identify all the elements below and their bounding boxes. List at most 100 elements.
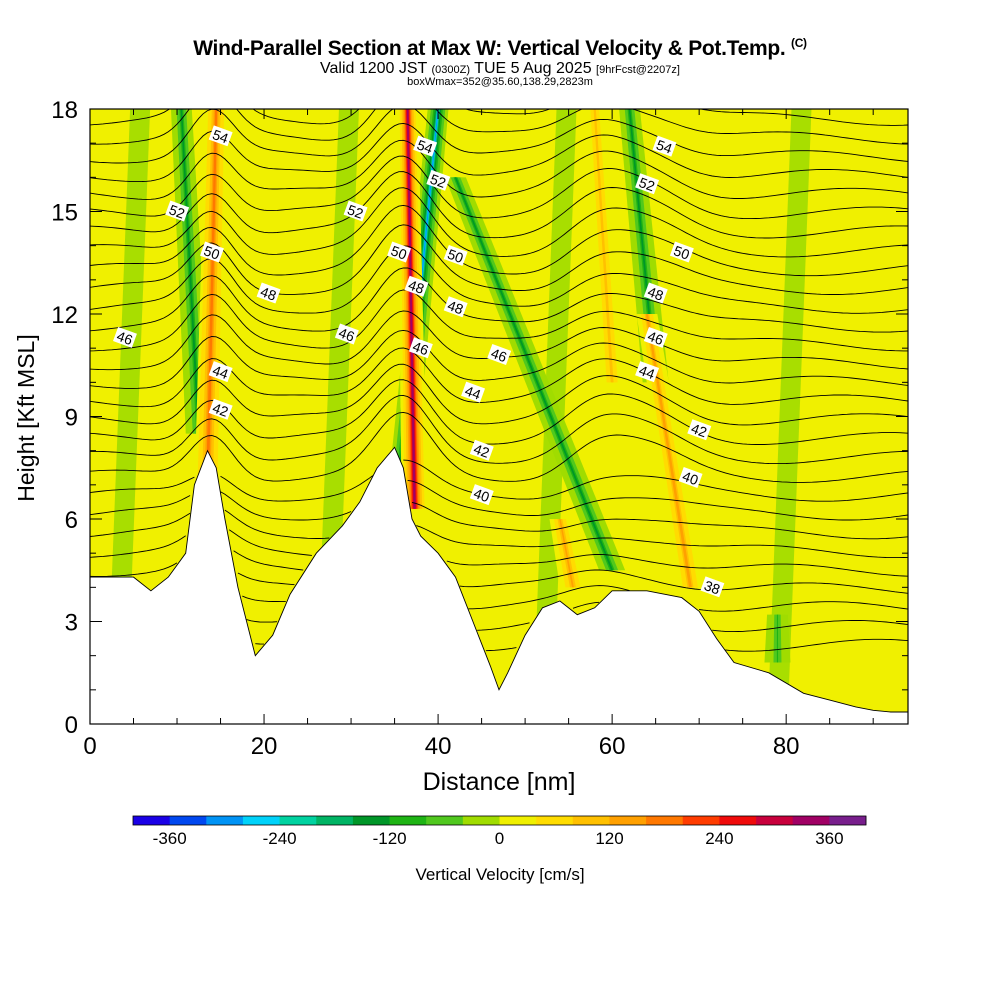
isentrope-label: 42	[687, 419, 712, 440]
isentrope-line	[90, 171, 908, 239]
forecast-info: [9hrFcst@2207z]	[596, 64, 680, 76]
colorbar-swatch	[756, 816, 794, 825]
isentrope-label-text: 42	[210, 400, 230, 420]
isentrope-label-text: 52	[345, 201, 365, 221]
isentrope-line	[237, 569, 908, 594]
isentrope-label: 52	[426, 169, 451, 191]
isentrope-line	[90, 525, 908, 559]
isentrope-label-text: 46	[115, 328, 135, 348]
isentrope-label-text: 48	[445, 297, 465, 317]
field-band	[706, 109, 751, 724]
isentrope-label-text: 54	[210, 126, 230, 146]
chart-title: Wind-Parallel Section at Max W: Vertical…	[0, 36, 1000, 61]
isentrope-label: 38	[700, 576, 725, 598]
colorbar-swatch	[609, 816, 647, 825]
isentrope-label: 52	[165, 200, 190, 222]
isentrope-line	[90, 204, 908, 277]
colorbar-swatch	[536, 816, 574, 825]
terrain-mask	[89, 446, 909, 725]
updraft-core	[646, 314, 692, 588]
valid-prefix: Valid 1200 JST	[320, 60, 428, 77]
isentrope-label-text: 48	[258, 283, 278, 303]
colorbar-swatch	[133, 816, 171, 825]
isentrope-label: 46	[487, 344, 512, 365]
isentrope-label: 52	[635, 173, 660, 194]
colorbar-swatch	[206, 816, 244, 825]
isentrope-line	[90, 109, 908, 164]
isentrope-line	[90, 109, 908, 145]
y-tick-label: 12	[51, 302, 78, 329]
colorbar-swatch	[242, 816, 280, 825]
updraft-core	[206, 109, 217, 485]
isentrope-label: 46	[408, 337, 433, 358]
isentrope-label-text: 50	[202, 242, 222, 262]
isentrope-label-text: 42	[689, 420, 709, 440]
colorbar-tick-label: -360	[153, 829, 187, 848]
isentrope-label: 46	[113, 326, 137, 348]
isentrope-label-text: 44	[463, 382, 483, 402]
valid-utc: (0300Z)	[431, 64, 471, 76]
isentrope-label: 54	[208, 125, 233, 147]
isentrope-line	[90, 329, 908, 389]
x-tick-label: 80	[773, 733, 800, 760]
isentrope-label: 42	[208, 398, 233, 420]
colorbar-swatch	[646, 816, 684, 825]
isentrope-line	[90, 501, 908, 540]
isentrope-line	[255, 638, 908, 652]
isentrope-label: 40	[469, 484, 494, 505]
isentrope-line	[90, 245, 908, 314]
updraft-core	[559, 519, 574, 588]
isentrope-line	[246, 601, 908, 633]
colorbar-tick-label: 360	[815, 829, 843, 848]
isentrope-label-text: 50	[389, 242, 409, 262]
isentrope-label: 46	[643, 326, 668, 348]
isentrope-labels: 38 40 40 42 42 42 44 44 44 46 46 46 46 46 48 48 48 48 50 50…	[113, 125, 725, 598]
isentrope-label-text: 46	[337, 324, 357, 344]
colorbar-swatch	[829, 816, 867, 825]
x-tick-label: 60	[599, 733, 626, 760]
downdraft-core	[180, 109, 200, 434]
boxwmax-line: boxWmax=352@35.60,138.29,2823m	[407, 76, 593, 88]
title-main: Wind-Parallel Section at Max W: Vertical…	[193, 37, 786, 60]
isentrope-label: 48	[443, 296, 468, 317]
colorbar-tick-label: -120	[373, 829, 407, 848]
isentrope-line	[90, 109, 908, 126]
colorbar-swatch	[352, 816, 390, 825]
isentrope-label: 54	[413, 135, 438, 157]
isentrope-label: 46	[334, 323, 359, 345]
isentrope-label-text: 52	[637, 174, 657, 194]
isentrope-label: 50	[387, 241, 412, 263]
isentrope-label: 54	[652, 135, 677, 157]
isentrope-line	[90, 187, 908, 258]
isentrope-label: 44	[461, 381, 486, 403]
colorbar-swatch	[572, 816, 610, 825]
colorbar-swatch	[792, 816, 830, 825]
isentrope-line	[242, 585, 908, 612]
isentrope-label: 50	[200, 241, 224, 263]
isentrope-label: 44	[635, 361, 660, 382]
isentrope-line	[90, 550, 908, 577]
x-tick-label: 40	[425, 733, 452, 760]
valid-date: TUE 5 Aug 2025	[474, 60, 592, 77]
field-band	[828, 109, 873, 724]
isentrope-label-text: 50	[672, 242, 692, 262]
valid-time-line: Valid 1200 JST (0300Z) TUE 5 Aug 2025 [9…	[0, 60, 1000, 78]
field-band	[489, 109, 533, 724]
isentrope-line	[90, 411, 908, 483]
field-band	[767, 109, 812, 724]
isentrope-label-text: 40	[680, 468, 700, 488]
copyright-mark: (C)	[791, 36, 807, 50]
colorbar-frame	[132, 815, 867, 826]
isentrope-line	[90, 267, 908, 333]
downdraft-core	[776, 614, 779, 663]
y-tick-label: 15	[51, 200, 78, 227]
isentrope-label-text: 40	[472, 485, 492, 505]
isentrope-label: 50	[669, 241, 694, 263]
isentrope-line	[90, 479, 908, 521]
isentrope-label: 52	[343, 200, 368, 222]
updraft-core	[406, 109, 416, 509]
isentrope-label-text: 50	[445, 246, 465, 266]
colorbar-tick-label: 240	[705, 829, 733, 848]
isentrope-label-text: 54	[654, 136, 674, 156]
colorbar-swatch	[279, 816, 317, 825]
